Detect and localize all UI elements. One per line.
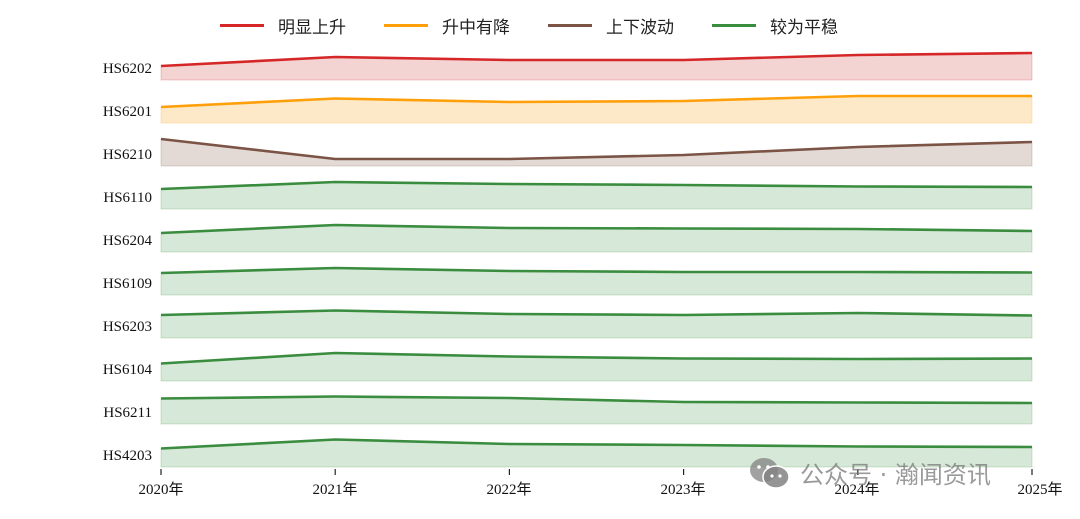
x-tick-label: 2020年 <box>138 482 184 498</box>
row-HS6211 <box>160 395 1033 425</box>
y-label-row: HS6202 <box>102 61 152 77</box>
row-HS6110 <box>160 180 1033 210</box>
row-HS6104 <box>160 351 1033 382</box>
row-HS6203 <box>160 309 1033 339</box>
legend-label: 明显上升 <box>278 17 346 38</box>
row-HS6202 <box>160 51 1033 81</box>
legend-swatch-brown <box>548 23 592 27</box>
area-fill <box>160 138 1033 167</box>
chart-legend: 明显上升 升中有降 上下波动 较为平稳 <box>220 12 876 38</box>
legend-label: 上下波动 <box>606 17 674 38</box>
legend-swatch-red <box>220 23 264 27</box>
y-label-row: HS6203 <box>102 319 152 335</box>
y-label-row: HS6109 <box>102 276 152 292</box>
series-line <box>160 223 1033 235</box>
legend-item-rise-fall: 升中有降 <box>384 13 510 38</box>
legend-swatch-green <box>712 23 756 27</box>
y-label-row: HS6211 <box>103 405 152 421</box>
x-tick-label: 2025年 <box>1017 482 1063 498</box>
series-line <box>160 438 1033 450</box>
area-fill <box>160 52 1033 81</box>
x-tick-label: 2022年 <box>486 482 532 498</box>
y-label-row: HS6110 <box>103 190 152 206</box>
row-HS6201 <box>160 94 1033 124</box>
series-line <box>160 51 1033 68</box>
x-axis <box>160 469 1033 475</box>
series-line <box>160 180 1033 191</box>
row-HS6210 <box>160 137 1033 167</box>
series-line <box>160 137 1033 161</box>
legend-item-rising: 明显上升 <box>220 13 346 38</box>
y-label-row: HS4203 <box>102 448 152 464</box>
legend-label: 升中有降 <box>442 17 510 38</box>
y-label-row: HS6201 <box>102 104 152 120</box>
series-line <box>160 94 1032 109</box>
row-HS4203 <box>160 438 1033 468</box>
series-line <box>160 266 1033 275</box>
row-HS6204 <box>160 223 1033 253</box>
series-line <box>160 351 1033 365</box>
chart-rows <box>160 51 1033 468</box>
legend-label: 较为平稳 <box>770 17 838 38</box>
x-tick-label: 2023年 <box>660 482 706 498</box>
y-label-row: HS6104 <box>102 362 152 378</box>
legend-item-stable: 较为平稳 <box>712 13 838 38</box>
x-tick-label: 2021年 <box>312 482 358 498</box>
x-tick-label: 2024年 <box>834 482 880 498</box>
legend-item-fluctuating: 上下波动 <box>548 13 674 38</box>
series-line <box>160 395 1033 405</box>
series-line <box>160 309 1033 317</box>
y-label-row: HS6210 <box>102 147 152 163</box>
y-label-row: HS6204 <box>102 233 152 249</box>
row-HS6109 <box>160 266 1033 296</box>
legend-swatch-orange <box>384 23 428 27</box>
